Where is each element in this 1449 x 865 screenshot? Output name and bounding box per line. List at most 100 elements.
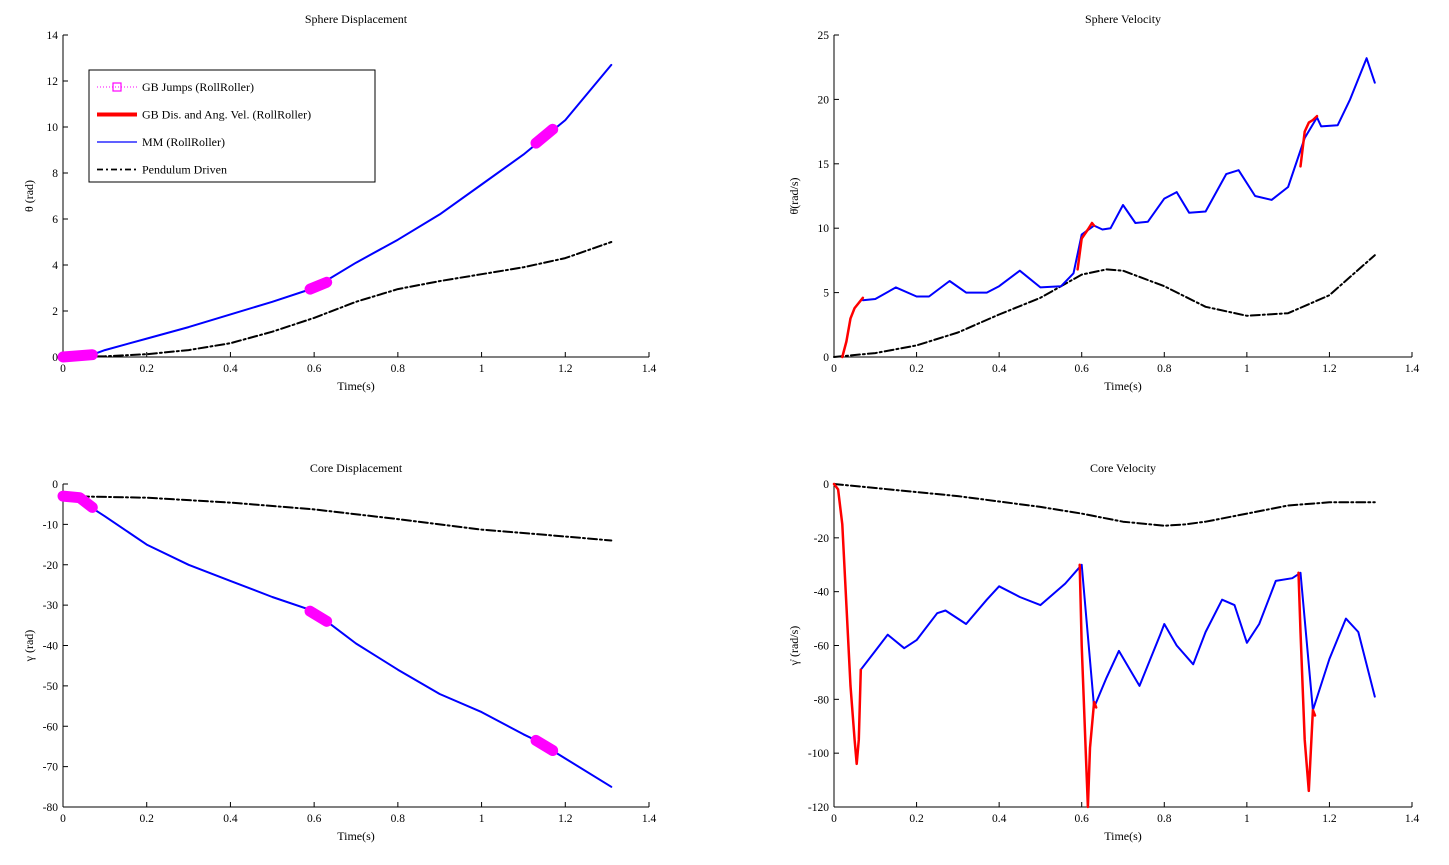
x-tick-label: 1.4	[1405, 813, 1420, 825]
x-tick-label: 0.2	[140, 363, 155, 375]
series-gb-dis-and-ang-vel-rollroller-segment	[1076, 221, 1096, 271]
y-tick-label: 10	[818, 223, 830, 235]
x-axis-label: Time(s)	[1104, 379, 1142, 393]
y-tick-label: 4	[52, 260, 58, 272]
y-tick-label: 15	[818, 159, 830, 171]
series-gb-dis-and-ang-vel-rollroller-segment	[832, 482, 863, 766]
y-tick-label: -30	[43, 600, 59, 612]
series-gb-jumps-rollroller-segment	[530, 734, 559, 756]
series-gb-dis-and-ang-vel-rollroller-segment	[1297, 571, 1317, 793]
x-tick-label: 0.8	[1157, 813, 1172, 825]
chart-title: Core Displacement	[310, 461, 403, 475]
legend-label: MM (RollRoller)	[142, 135, 225, 149]
x-tick-label: 0	[831, 813, 837, 825]
x-tick-label: 1	[479, 363, 485, 375]
y-tick-label: -60	[43, 721, 59, 733]
legend-box	[88, 69, 376, 183]
y-tick-label: 14	[47, 30, 59, 42]
x-tick-label: 0.6	[1075, 813, 1090, 825]
y-axis-label: γ̇ (rad/s)	[787, 626, 801, 667]
series-pendulum-driven-line	[833, 254, 1376, 358]
sphere-velocity-axes: 0 0.2 0.4 0.6 0.8 1 1.2 1.4 0 5 10 15 20 25 Sphere Vel…	[787, 12, 1419, 393]
x-tick-label: 0.6	[1075, 363, 1090, 375]
x-tick-label: 0.2	[909, 813, 924, 825]
x-tick-label: 1.2	[558, 363, 573, 375]
x-axis-label: Time(s)	[337, 379, 375, 393]
series-gb-dis-and-ang-vel-rollroller-segment	[1078, 563, 1098, 809]
x-tick-label: 0.4	[223, 813, 238, 825]
x-tick-label: 0.4	[992, 363, 1007, 375]
x-tick-label: 0.8	[391, 813, 406, 825]
series-mm-rollroller-line	[859, 563, 1376, 712]
x-tick-label: 0.6	[307, 363, 322, 375]
y-tick-label: -80	[814, 694, 830, 706]
y-tick-label: -80	[43, 802, 59, 814]
y-tick-label: 0	[823, 479, 829, 491]
y-tick-label: -40	[814, 587, 830, 599]
series-gb-jumps-rollroller-segment	[304, 276, 333, 295]
y-tick-label: 0	[52, 352, 58, 364]
x-axis-label: Time(s)	[337, 829, 375, 843]
series-gb-jumps-rollroller-segment	[530, 123, 559, 149]
legend-marker	[112, 82, 122, 92]
x-tick-label: 0.6	[307, 813, 322, 825]
y-axis-label: θ (rad)	[22, 180, 36, 212]
y-axis-label: γ (rad)	[22, 630, 36, 663]
series-pendulum-driven-line	[62, 241, 613, 358]
x-tick-label: 1.4	[642, 813, 657, 825]
series-pendulum-driven-line	[833, 483, 1376, 527]
chart-title: Sphere Velocity	[1085, 12, 1161, 26]
y-tick-label: 20	[818, 94, 830, 106]
y-tick-label: 8	[52, 168, 58, 180]
x-tick-label: 0.2	[140, 813, 155, 825]
x-tick-label: 0.8	[391, 363, 406, 375]
y-tick-label: -40	[43, 641, 59, 653]
y-tick-label: 0	[52, 479, 58, 491]
y-tick-label: -120	[808, 802, 829, 814]
x-axis-label: Time(s)	[1104, 829, 1142, 843]
y-tick-label: 25	[818, 30, 830, 42]
x-tick-label: 1.2	[558, 813, 573, 825]
series-mm-rollroller-line	[861, 57, 1376, 302]
y-tick-label: -60	[814, 641, 830, 653]
x-tick-label: 1.4	[1405, 363, 1420, 375]
x-tick-label: 0.4	[992, 813, 1007, 825]
y-axis-label: θ̇(rad/s)	[787, 177, 801, 214]
series-gb-jumps-rollroller-segment	[57, 490, 98, 513]
x-tick-label: 1.2	[1322, 363, 1337, 375]
x-tick-label: 1.4	[642, 363, 657, 375]
y-tick-label: -10	[43, 519, 59, 531]
legend-label: GB Jumps (RollRoller)	[142, 80, 254, 94]
y-tick-label: -20	[814, 533, 830, 545]
series-pendulum-driven-line	[62, 495, 613, 542]
x-tick-label: 1	[1244, 813, 1250, 825]
legend-label: Pendulum Driven	[142, 163, 227, 177]
y-tick-label: 0	[823, 352, 829, 364]
x-tick-label: 0	[60, 363, 66, 375]
y-tick-label: 2	[52, 306, 58, 318]
y-tick-label: -20	[43, 560, 59, 572]
legend-label: GB Dis. and Ang. Vel. (RollRoller)	[142, 108, 311, 122]
sphere-displacement-axes: 0 0.2 0.4 0.6 0.8 1 1.2 1.4 0 2 4 6 8 10 12 14 Sphere Di…	[22, 12, 656, 393]
y-tick-label: -70	[43, 762, 59, 774]
x-tick-label: 0	[60, 813, 66, 825]
core-velocity-axes: 0 0.2 0.4 0.6 0.8 1 1.2 1.4 0 -20 -40 -60 -80 -100 -12…	[787, 461, 1419, 843]
x-tick-label: 1	[1244, 363, 1250, 375]
y-tick-label: -50	[43, 681, 59, 693]
x-tick-label: 0	[831, 363, 837, 375]
core-displacement-axes: 0 0.2 0.4 0.6 0.8 1 1.2 1.4 0 -10 -20 -30 -40 -50 -60 -…	[22, 461, 656, 843]
series-gb-jumps-rollroller-segment	[304, 605, 333, 627]
series-gb-dis-and-ang-vel-rollroller-segment	[1299, 114, 1319, 168]
chart-title: Core Velocity	[1090, 461, 1156, 475]
y-tick-label: 5	[823, 288, 829, 300]
x-tick-label: 1.2	[1322, 813, 1337, 825]
y-tick-label: -100	[808, 748, 829, 760]
y-tick-label: 6	[52, 214, 58, 226]
y-tick-label: 12	[47, 76, 59, 88]
series-mm-rollroller-line	[62, 495, 613, 788]
chart-title: Sphere Displacement	[305, 12, 408, 26]
x-tick-label: 0.4	[223, 363, 238, 375]
x-tick-label: 0.2	[909, 363, 924, 375]
series-gb-jumps-rollroller-segment	[57, 349, 98, 363]
